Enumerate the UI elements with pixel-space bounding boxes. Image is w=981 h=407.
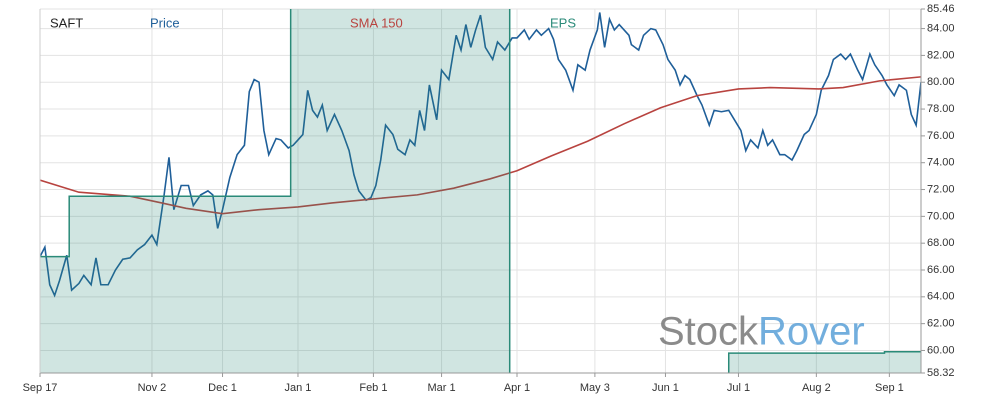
y-tick-label: 66.00 <box>927 264 955 276</box>
plot-area <box>40 9 921 373</box>
y-tick-label: 68.00 <box>927 237 955 249</box>
y-tick-label: 58.32 <box>927 367 955 379</box>
y-tick-label: 76.00 <box>927 130 955 142</box>
eps-area <box>40 9 921 373</box>
series-line <box>40 12 921 298</box>
x-tick-label: Jun 1 <box>652 382 679 394</box>
y-tick-label: 84.00 <box>927 22 955 34</box>
y-tick-label: 85.46 <box>927 3 955 15</box>
series-line <box>40 76 921 215</box>
x-tick-label: Feb 1 <box>359 382 387 394</box>
legend-entry: SMA 150 <box>350 15 403 30</box>
y-tick-label: 70.00 <box>927 210 955 222</box>
x-tick-label: Dec 1 <box>208 382 237 394</box>
eps-line <box>40 9 921 373</box>
x-tick-label: Sep 17 <box>23 382 58 394</box>
y-tick-label: 78.00 <box>927 103 955 115</box>
chart-title: SAFT <box>50 15 83 30</box>
legend-entry: EPS <box>550 15 576 30</box>
y-tick-label: 64.00 <box>927 291 955 303</box>
x-tick-label: Nov 2 <box>138 382 167 394</box>
x-tick-label: Sep 1 <box>875 382 904 394</box>
x-tick-label: Aug 2 <box>802 382 831 394</box>
y-tick-label: 82.00 <box>927 49 955 61</box>
x-tick-label: Mar 1 <box>427 382 455 394</box>
y-tick-label: 60.00 <box>927 344 955 356</box>
x-tick-label: Jul 1 <box>727 382 750 394</box>
x-tick-label: Apr 1 <box>504 382 530 394</box>
watermark: Stock <box>658 310 759 354</box>
x-tick-label: Jan 1 <box>285 382 312 394</box>
watermark: Rover <box>758 310 865 354</box>
x-tick-label: May 3 <box>580 382 610 394</box>
y-tick-label: 62.00 <box>927 318 955 330</box>
y-tick-label: 80.00 <box>927 76 955 88</box>
labels: 58.32 60.00 62.00 64.00 66.00 68.00 70.00 72.00… <box>23 3 955 394</box>
grid <box>39 8 921 374</box>
y-tick-label: 72.00 <box>927 183 955 195</box>
legend-entry: Price <box>150 15 180 30</box>
y-tick-label: 74.00 <box>927 157 955 169</box>
